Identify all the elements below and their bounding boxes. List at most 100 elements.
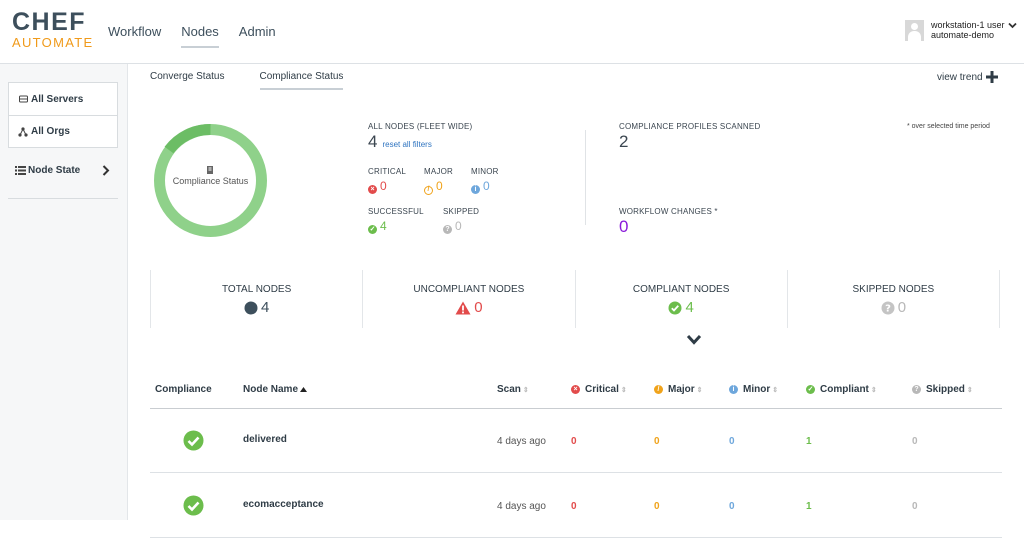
column-critical[interactable]: × Critical ⇕	[571, 384, 627, 395]
skipped-count: 0	[912, 501, 918, 512]
nav-nodes[interactable]: Nodes	[181, 24, 219, 48]
donut-segment-dark	[164, 123, 211, 154]
user-info: workstation-1 user automate-demo	[931, 20, 1005, 40]
major-count: 0	[654, 501, 660, 512]
all-nodes-block: ALL NODES (FLEET WIDE) 4 reset all filte…	[368, 122, 472, 152]
node-name-link[interactable]: ecomacceptance	[243, 499, 324, 510]
question-circle-icon: ?	[881, 301, 895, 314]
view-trend-button[interactable]: view trend	[937, 71, 998, 83]
document-icon	[207, 166, 213, 174]
nav-workflow[interactable]: Workflow	[108, 24, 162, 39]
tab-converge-status[interactable]: Converge Status	[150, 71, 225, 82]
critical-count: 0	[571, 436, 577, 447]
scan-time: 4 days ago	[497, 501, 546, 512]
sidebar-divider	[8, 198, 118, 199]
sidebar-item-all-orgs[interactable]: All Orgs	[9, 115, 117, 147]
circle-icon	[244, 301, 258, 314]
donut-label: Compliance Status	[172, 176, 249, 186]
major-count: 0	[654, 436, 660, 447]
column-node-name[interactable]: Node Name	[243, 384, 308, 395]
skipped-count: 0	[912, 436, 918, 447]
logo-chef-text: CHEF	[12, 8, 87, 36]
uncompliant-nodes-box[interactable]: UNCOMPLIANT NODES 0	[362, 270, 574, 328]
org-icon	[18, 126, 28, 137]
compliant-check-icon	[183, 430, 204, 451]
column-major[interactable]: / Major ⇕	[654, 384, 703, 395]
check-circle-icon	[668, 301, 682, 314]
column-compliant[interactable]: ✓ Compliant ⇕	[806, 384, 877, 395]
check-circle-icon: ✓	[806, 385, 815, 394]
expand-chevron-icon[interactable]	[686, 333, 702, 347]
column-label: Scan	[497, 384, 521, 395]
successful-label: SUCCESSFUL	[368, 207, 424, 216]
sort-icon: ⇕	[620, 386, 627, 394]
column-minor[interactable]: i Minor ⇕	[729, 384, 778, 395]
total-nodes-value: 4	[260, 299, 270, 316]
column-compliance[interactable]: Compliance	[155, 384, 212, 395]
column-skipped[interactable]: ? Skipped ⇕	[912, 384, 973, 395]
major-value: 0	[436, 179, 443, 193]
column-scan[interactable]: Scan ⇕	[497, 384, 529, 395]
column-label: Critical	[585, 384, 619, 395]
tab-compliance-status[interactable]: Compliance Status	[259, 71, 344, 90]
nav-admin[interactable]: Admin	[238, 24, 276, 39]
donut-ring	[154, 124, 267, 237]
minor-count: 0	[729, 501, 735, 512]
nodes-table-header: Compliance Node Name Scan ⇕ × Critical ⇕ / M…	[150, 378, 1002, 409]
skipped-nodes-box[interactable]: SKIPPED NODES ? 0	[786, 270, 1000, 328]
table-row[interactable]: delivered 4 days ago 0 0 0 1 0	[150, 409, 1002, 473]
sort-icon: ⇕	[696, 386, 703, 394]
compliant-count: 1	[806, 501, 812, 512]
critical-count: 0	[571, 501, 577, 512]
successful-check-icon: ✓	[368, 225, 377, 234]
chef-automate-logo[interactable]: CHEF AUTOMATE	[12, 8, 94, 50]
uncompliant-nodes-value: 0	[474, 299, 483, 316]
skipped-question-icon: ?	[443, 225, 452, 234]
compliance-status-donut: Compliance Status	[153, 122, 268, 239]
warning-icon	[455, 301, 471, 314]
sidebar-item-node-state[interactable]: Node State	[14, 165, 114, 176]
major-icon: /	[654, 385, 663, 394]
compliant-nodes-box[interactable]: COMPLIANT NODES 4	[574, 270, 787, 328]
uncompliant-nodes-label: UNCOMPLIANT NODES	[413, 284, 525, 295]
user-menu[interactable]: workstation-1 user automate-demo	[905, 20, 1005, 41]
node-name-link[interactable]: delivered	[243, 434, 287, 445]
workflow-changes-value: 0	[619, 217, 629, 236]
chevron-down-icon[interactable]	[1008, 22, 1017, 29]
skipped-nodes-label: SKIPPED NODES	[852, 284, 935, 295]
column-label: Major	[668, 384, 695, 395]
time-period-note: * over selected time period	[907, 123, 990, 130]
all-nodes-count: 4	[368, 132, 378, 151]
table-row[interactable]: ecomacceptance 4 days ago 0 0 0 1 0	[150, 474, 1002, 538]
view-trend-label: view trend	[937, 71, 983, 83]
sort-icon: ⇕	[966, 386, 973, 394]
svg-text:?: ?	[885, 303, 891, 314]
sidebar-filter-group: All Servers All Orgs	[8, 82, 118, 148]
critical-label: CRITICAL	[368, 167, 407, 176]
skipped-value: 0	[455, 219, 462, 233]
critical-icon: ×	[571, 385, 580, 394]
profiles-scanned-label: COMPLIANCE PROFILES SCANNED	[619, 122, 761, 131]
sidebar-item-label: All Orgs	[31, 126, 70, 137]
compliant-nodes-value: 4	[685, 299, 694, 316]
list-icon	[15, 166, 26, 175]
logo-automate-text: AUTOMATE	[12, 35, 94, 50]
sidebar: All Servers All Orgs Node State	[0, 64, 128, 520]
major-stat: MAJOR /0	[424, 167, 453, 195]
column-label: Node Name	[243, 384, 299, 395]
compliant-check-icon	[183, 495, 204, 516]
total-nodes-label: TOTAL NODES	[221, 284, 292, 295]
all-nodes-label: ALL NODES (FLEET WIDE)	[368, 122, 473, 131]
skipped-label: SKIPPED	[443, 207, 480, 216]
minor-value: 0	[483, 179, 490, 193]
reset-all-filters-link[interactable]: reset all filters	[382, 140, 432, 149]
minor-count: 0	[729, 436, 735, 447]
total-nodes-box[interactable]: TOTAL NODES 4	[150, 270, 362, 328]
column-label: Minor	[743, 384, 771, 395]
column-label: Compliance	[155, 384, 212, 395]
successful-value: 4	[380, 219, 387, 233]
stats-divider	[585, 130, 586, 225]
successful-stat: SUCCESSFUL ✓ 4	[368, 207, 424, 234]
sidebar-item-all-servers[interactable]: All Servers	[9, 83, 117, 115]
node-summary: TOTAL NODES 4 UNCOMPLIANT NODES 0 COMPLI…	[150, 270, 1000, 328]
